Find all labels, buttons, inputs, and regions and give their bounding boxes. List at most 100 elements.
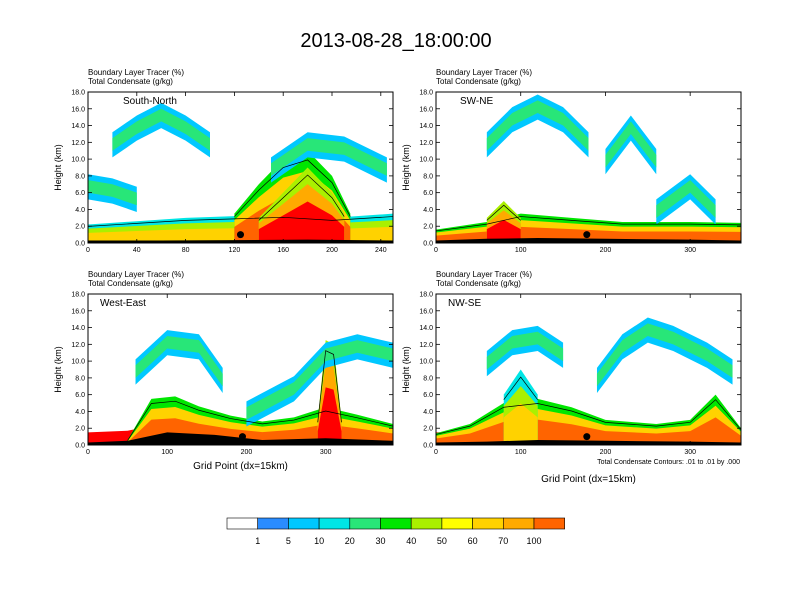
y-tick-label: 16.0 — [419, 308, 433, 315]
panel-title-tracer: Boundary Layer Tracer (%) — [436, 270, 532, 279]
panel-title-condensate: Total Condensate (g/kg) — [88, 77, 173, 86]
y-tick-label: 14.0 — [71, 123, 85, 130]
y-tick-label: 16.0 — [71, 308, 85, 315]
x-tick-label: 160 — [277, 247, 289, 254]
terrain — [88, 239, 393, 243]
panel-title-condensate: Total Condensate (g/kg) — [436, 279, 521, 288]
x-tick-label: 200 — [600, 247, 612, 254]
panel-label: West-East — [100, 298, 146, 309]
colorbar-label: 20 — [345, 536, 355, 546]
y-tick-label: 0.0 — [423, 443, 433, 450]
condensate-contour — [234, 159, 351, 217]
y-tick-label: 12.0 — [71, 342, 85, 349]
condensate-contour — [503, 376, 538, 400]
plume-core — [317, 387, 342, 445]
condensate-contour — [258, 174, 345, 221]
x-tick-label: 200 — [241, 449, 253, 456]
y-axis-label: Height (km) — [53, 346, 63, 393]
figure-title: 2013-08-28_18:00:00 — [300, 30, 492, 52]
location-marker — [238, 433, 246, 441]
y-tick-label: 4.0 — [75, 409, 85, 416]
x-tick-label: 200 — [600, 449, 612, 456]
colorbar-swatch — [257, 517, 289, 530]
x-tick-label: 100 — [515, 449, 527, 456]
location-marker — [237, 231, 244, 239]
colorbar-swatch — [502, 517, 535, 530]
condensate-contour — [436, 399, 741, 435]
x-tick-label: 100 — [161, 449, 173, 456]
plume-outer — [486, 94, 589, 158]
x-tick-label: 0 — [434, 449, 438, 456]
field-layer — [88, 330, 393, 445]
y-tick-label: 14.0 — [419, 325, 433, 332]
colorbar-swatch — [533, 517, 566, 530]
colorbar-label: 50 — [437, 536, 447, 546]
colorbar-swatch — [410, 517, 443, 530]
y-tick-label: 16.0 — [71, 106, 85, 113]
y-tick-label: 2.0 — [423, 224, 433, 231]
plume-inner — [135, 335, 223, 387]
y-tick-label: 6.0 — [75, 190, 85, 197]
colorbar-label: 1 — [255, 536, 260, 546]
y-tick-label: 8.0 — [423, 375, 433, 382]
plume-inner — [486, 100, 589, 151]
x-tick-label: 300 — [320, 449, 332, 456]
x-tick-label: 300 — [684, 247, 696, 254]
y-tick-label: 18.0 — [419, 292, 433, 299]
colorbar-label: 70 — [498, 536, 508, 546]
y-tick-label: 18.0 — [419, 90, 433, 97]
colorbar-swatch — [472, 517, 504, 530]
y-tick-label: 14.0 — [71, 325, 85, 332]
plume-core — [503, 403, 538, 445]
y-tick-label: 8.0 — [423, 173, 433, 180]
x-tick-label: 0 — [86, 449, 90, 456]
condensate-contour — [88, 216, 393, 227]
colorbar-label: 100 — [526, 536, 541, 546]
x-tick-label: 40 — [133, 247, 141, 254]
panel-label: SW-NE — [460, 96, 493, 107]
condensate-contour — [127, 400, 393, 441]
y-tick-label: 0.0 — [75, 443, 85, 450]
location-marker — [583, 433, 591, 441]
y-tick-label: 18.0 — [71, 292, 85, 299]
y-tick-label: 0.0 — [423, 241, 433, 248]
terrain — [436, 439, 741, 445]
plume-outer — [656, 174, 716, 225]
panel-south-north: 0 40 80 120 160 200 240 0.0 2.0 4.0 6.0 8.0 10.0 12.0… — [53, 68, 394, 254]
colorbar-label: 40 — [406, 536, 416, 546]
y-tick-label: 4.0 — [423, 207, 433, 214]
colorbar: 1 5 10 20 30 40 50 60 70 100 — [226, 517, 566, 546]
y-tick-label: 6.0 — [423, 190, 433, 197]
y-tick-label: 8.0 — [75, 173, 85, 180]
contour-footnote: Total Condensate Contours: .01 to .01 by… — [597, 459, 740, 466]
plume-inner — [246, 340, 393, 420]
x-axis-label: Grid Point (dx=15km) — [193, 461, 288, 472]
y-tick-label: 12.0 — [419, 140, 433, 147]
colorbar-label: 10 — [314, 536, 324, 546]
y-tick-label: 6.0 — [75, 392, 85, 399]
y-tick-label: 10.0 — [71, 157, 85, 164]
panel-title-tracer: Boundary Layer Tracer (%) — [88, 68, 184, 77]
y-tick-label: 0.0 — [75, 241, 85, 248]
y-axis-label: Height (km) — [53, 144, 63, 191]
colorbar-swatch — [441, 517, 473, 530]
panel-title-tracer: Boundary Layer Tracer (%) — [88, 270, 184, 279]
y-axis-label: Height (km) — [401, 346, 411, 393]
colorbar-swatch — [380, 517, 412, 530]
x-tick-label: 200 — [326, 247, 338, 254]
plume-inner — [112, 108, 210, 151]
x-tick-label: 300 — [684, 449, 696, 456]
location-marker — [583, 231, 591, 239]
x-tick-label: 0 — [86, 247, 90, 254]
panel-title-condensate: Total Condensate (g/kg) — [88, 279, 173, 288]
plot-frame — [87, 293, 394, 446]
colorbar-swatch — [288, 517, 320, 530]
panel-title-tracer: Boundary Layer Tracer (%) — [436, 68, 532, 77]
y-tick-label: 10.0 — [419, 157, 433, 164]
plume-core — [258, 201, 345, 243]
x-tick-label: 120 — [229, 247, 241, 254]
colorbar-label: 60 — [468, 536, 478, 546]
plume-inner — [596, 323, 733, 387]
condensate-contour — [436, 216, 741, 232]
